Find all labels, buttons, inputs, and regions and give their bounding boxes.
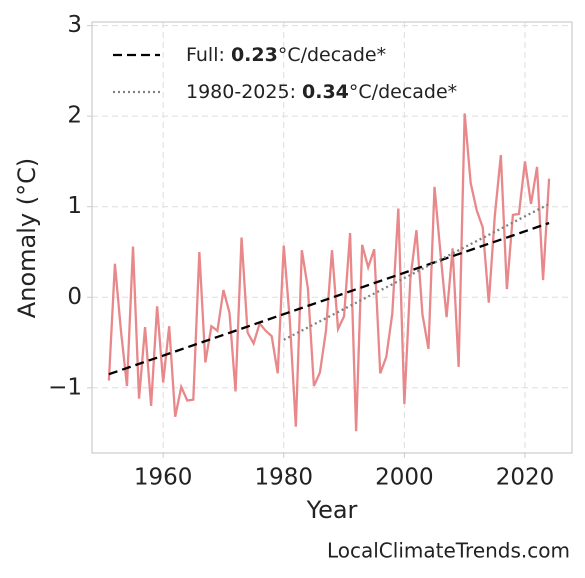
x-tick-label: 2020 [496, 465, 555, 491]
x-tick-label: 2000 [375, 465, 434, 491]
data-line [108, 221, 550, 376]
y-axis-label: Anomaly (°C) [13, 158, 41, 318]
plot-frame [91, 21, 573, 454]
source: LocalClimateTrends.com [327, 539, 570, 563]
legend-label: 1980-2025: 0.34°C/decade* [186, 81, 457, 103]
y-tick-label: 2 [67, 103, 82, 129]
y-tick-label: 0 [67, 284, 82, 310]
y-tick-label: 3 [67, 12, 82, 38]
x-tick-label: 1960 [134, 465, 193, 491]
data-line [107, 113, 551, 432]
y-tick-label: 1 [67, 193, 82, 219]
x-tick-label: 1980 [254, 465, 313, 491]
y-tick-label: −1 [48, 374, 82, 400]
legend-label: Full: 0.23°C/decade* [186, 44, 386, 66]
x-axis-label: Year [306, 496, 358, 524]
